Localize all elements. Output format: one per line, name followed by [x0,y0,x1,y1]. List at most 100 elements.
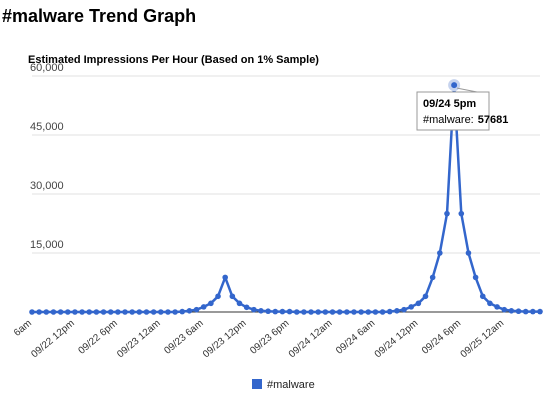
data-point[interactable] [86,309,93,315]
data-point[interactable] [336,309,343,315]
tooltip-connector [457,87,478,93]
data-point[interactable] [172,309,178,315]
data-point[interactable] [100,309,107,315]
data-point[interactable] [251,306,257,313]
tooltip-text: #malware: 57681 [423,114,508,126]
data-point[interactable] [537,308,543,315]
tooltip-box [416,91,490,131]
x-tick-label: 09/23 12pm [201,318,249,360]
legend[interactable]: #malware [252,379,315,391]
data-point[interactable] [222,274,228,281]
tooltip-title: 09/24 5pm [423,98,476,110]
data-point[interactable] [315,309,321,315]
y-tick-label: 45,000 [30,121,64,133]
data-point[interactable] [57,309,64,315]
data-point[interactable] [258,308,264,314]
x-tick-label: 09/25 12am [459,318,507,360]
x-tick-label: 09/23 12am [115,318,163,360]
data-point[interactable] [344,309,350,315]
data-point[interactable] [351,309,357,315]
data-point[interactable] [72,309,78,315]
x-tick-label: 09/22 6pm [77,318,120,357]
data-point[interactable] [501,306,508,313]
y-tick-label: 15,000 [30,239,64,251]
data-point[interactable] [215,293,221,300]
data-point[interactable] [415,300,422,307]
data-point[interactable] [379,309,386,315]
data-point[interactable] [286,308,293,315]
data-point[interactable] [472,274,479,281]
data-point[interactable] [465,250,472,256]
data-point[interactable] [372,309,379,315]
data-point[interactable] [64,309,71,315]
data-point[interactable] [494,304,500,310]
data-point[interactable] [93,309,100,315]
data-point[interactable] [129,309,135,315]
data-point[interactable] [208,300,214,307]
data-point[interactable] [329,309,336,315]
data-point[interactable] [358,309,364,315]
data-point[interactable] [165,309,171,315]
data-point[interactable] [293,309,300,315]
data-point[interactable] [265,308,271,315]
data-point[interactable] [229,293,236,300]
data-point[interactable] [186,308,193,314]
data-point[interactable] [50,309,57,315]
y-tick-label: 30,000 [30,180,64,192]
x-tick-label: 6am [12,318,34,339]
x-tick-label: 09/24 6am [334,318,377,357]
data-point[interactable] [79,309,85,315]
data-point[interactable] [394,308,400,314]
data-point[interactable] [429,274,436,281]
data-point[interactable] [401,306,407,313]
data-point[interactable] [43,309,50,315]
data-point[interactable] [193,306,200,313]
data-point[interactable] [279,308,286,315]
data-point[interactable] [272,308,279,315]
data-point[interactable] [422,293,429,300]
data-point[interactable] [308,309,314,315]
data-point[interactable] [487,300,493,307]
data-point[interactable] [515,308,522,315]
data-point[interactable] [200,304,207,310]
data-point[interactable] [437,250,443,256]
legend-label: #malware [267,379,315,391]
series-layer [29,79,543,315]
data-point[interactable] [508,308,515,314]
x-tick-label: 09/24 12am [287,318,335,360]
x-tick-label: 09/23 6am [162,318,205,357]
data-point[interactable] [36,309,42,315]
chart-title: Estimated Impressions Per Hour (Based on… [28,54,319,66]
highlighted-point[interactable] [448,79,461,92]
data-point[interactable] [530,308,536,315]
data-point[interactable] [386,308,393,315]
tooltip-value: 57681 [478,114,509,126]
data-point[interactable] [301,309,307,315]
x-tick-label: 09/23 6pm [248,318,291,357]
data-point[interactable] [522,308,529,315]
data-point[interactable] [122,309,128,315]
data-point[interactable] [115,309,121,315]
data-point[interactable] [408,304,415,310]
data-point[interactable] [236,300,243,307]
data-point[interactable] [136,309,143,315]
data-point[interactable] [157,309,164,315]
data-point[interactable] [458,210,465,217]
x-tick-label: 09/22 12pm [29,318,77,360]
data-point[interactable] [479,293,486,300]
data-point[interactable] [150,309,157,315]
tooltip-series-label: #malware: [423,114,474,126]
x-tick-label: 09/24 12pm [373,318,421,360]
data-point[interactable] [322,309,329,315]
x-tick-label: 09/24 6pm [420,318,463,357]
data-point[interactable] [29,309,35,315]
data-point[interactable] [179,308,186,315]
tooltip: 09/24 5pm #malware: 57681 [416,87,508,131]
data-point[interactable] [444,210,450,217]
data-point[interactable] [243,304,250,311]
data-point[interactable] [365,309,372,315]
data-point[interactable] [107,309,114,315]
data-point[interactable] [143,309,150,315]
